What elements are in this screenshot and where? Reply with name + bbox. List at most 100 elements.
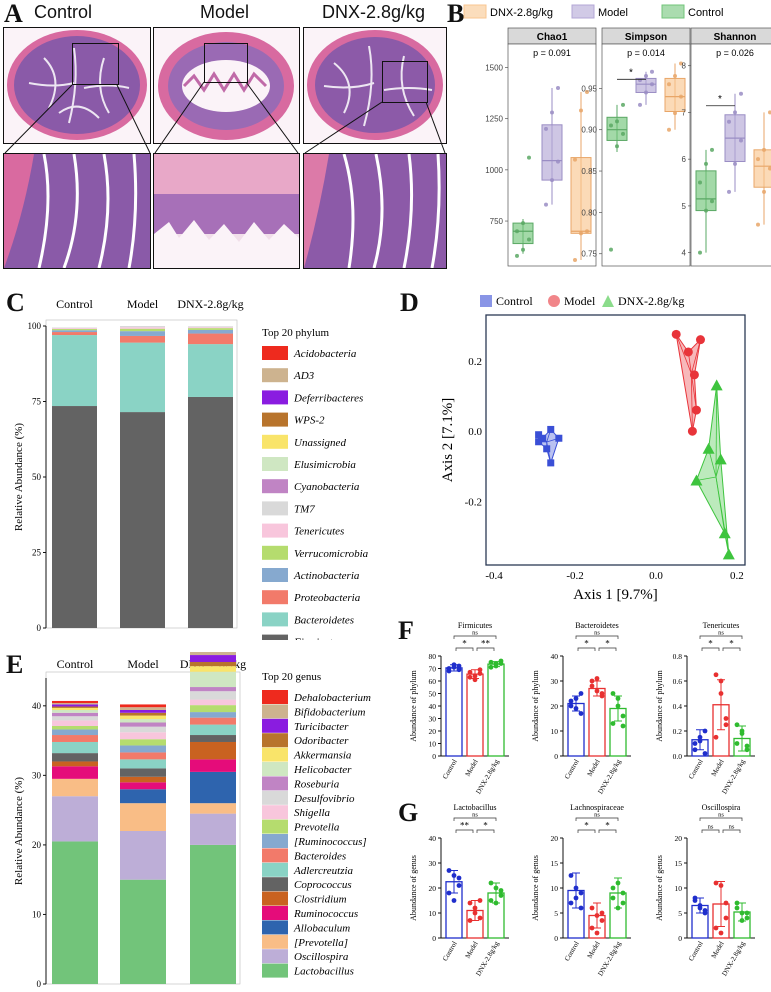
y-tick-label: 0	[554, 752, 558, 761]
legend-label: Control	[688, 7, 723, 19]
phylum-stacked-bar-chart: Control Model DNX-2.8g/kg 0 25 50 75 100 Relativ…	[13, 297, 369, 640]
data-point	[456, 667, 462, 673]
legend-swatch	[262, 747, 288, 762]
data-point	[544, 126, 548, 131]
legend-swatch	[262, 501, 288, 516]
legend-label: Adlercreutzia	[293, 865, 354, 877]
model-point	[689, 370, 699, 380]
data-point	[446, 868, 452, 873]
significance-label: *	[584, 639, 589, 649]
stacked-bar-segment	[188, 344, 233, 397]
y-tick-label: 30	[429, 859, 437, 868]
legend-label: Shigella	[294, 807, 331, 819]
significance-bracket	[598, 647, 617, 651]
data-point	[579, 108, 583, 113]
histology-control-zoom	[3, 153, 151, 269]
y-tick-label: 0	[37, 979, 42, 989]
significance-label: **	[460, 821, 470, 831]
data-point	[698, 180, 702, 185]
legend-label: Ruminococcus	[293, 908, 358, 920]
x-tick-label: 0.0	[649, 570, 663, 582]
y-tick-label: 25	[32, 548, 42, 558]
bar	[588, 687, 606, 757]
legend-swatch	[262, 718, 288, 733]
stacked-bar-segment	[52, 729, 98, 736]
legend-swatch	[262, 434, 288, 449]
data-point	[702, 728, 708, 734]
y-axis-label: Relative Abundance (%)	[13, 423, 25, 531]
stacked-bar-segment	[120, 803, 166, 831]
legend-label: Prevotella	[293, 822, 340, 834]
legend-swatch	[262, 368, 288, 383]
data-point	[768, 166, 771, 171]
chart-title: Firmicutes	[458, 621, 492, 630]
data-point	[679, 61, 683, 66]
data-point	[550, 178, 554, 183]
data-point	[615, 696, 621, 701]
y-tick-label: 20	[551, 834, 559, 843]
y-axis-label: Abundance of phylum	[655, 669, 664, 741]
data-point	[744, 915, 750, 921]
significance-label: ns	[729, 824, 735, 831]
legend-swatch	[262, 934, 288, 949]
data-point	[667, 127, 671, 132]
stacked-bar-segment	[52, 700, 98, 704]
data-point	[713, 880, 719, 886]
significance-bracket	[577, 829, 596, 833]
data-point	[744, 743, 750, 749]
dnx-spoke	[715, 476, 730, 555]
legend-label: Proteobacteria	[293, 592, 361, 604]
significance-bracket	[575, 817, 619, 821]
stacked-bar-segment	[52, 725, 98, 730]
data-point	[579, 231, 583, 236]
plot-frame	[485, 314, 746, 566]
x-tick-label: Model	[710, 758, 726, 778]
data-point	[710, 147, 714, 152]
chart-title: Oscillospira	[702, 803, 741, 812]
data-point	[713, 672, 719, 678]
data-point	[493, 885, 499, 891]
stacked-bar-segment	[188, 328, 233, 330]
stacked-bar-segment	[120, 776, 166, 783]
y-tick-label: 0.2	[673, 727, 683, 736]
data-point	[734, 741, 740, 746]
data-point	[620, 713, 626, 719]
data-point	[697, 738, 703, 744]
legend-marker	[480, 295, 492, 307]
data-point	[733, 110, 737, 115]
data-point	[568, 873, 574, 878]
stacked-bar-segment	[120, 715, 166, 720]
y-tick-label: 750	[490, 217, 504, 226]
y-tick-label: 8	[682, 62, 687, 71]
data-point	[467, 918, 473, 923]
y-tick-label: 40	[551, 652, 559, 661]
data-point	[673, 111, 677, 116]
model-point	[695, 335, 705, 345]
histology-model-overview	[153, 27, 300, 144]
legend-swatch	[661, 4, 685, 19]
y-tick-label: 10	[429, 909, 437, 918]
x-tick-label: Model	[464, 940, 480, 960]
legend-swatch	[262, 762, 288, 776]
legend-swatch	[262, 906, 288, 920]
dnx-point	[718, 527, 731, 539]
legend-swatch	[262, 690, 288, 704]
legend-label: Helicobacter	[293, 764, 352, 776]
data-point	[451, 873, 457, 878]
data-point	[768, 110, 771, 115]
significance-bracket	[476, 829, 495, 833]
legend-label: DNX-2.8g/kg	[490, 7, 553, 19]
data-point	[477, 915, 483, 921]
data-point	[621, 131, 625, 136]
data-point	[589, 678, 595, 684]
legend-label: Akkermansia	[293, 750, 352, 762]
stacked-bar-segment	[190, 712, 236, 718]
data-point	[739, 91, 743, 96]
p-value: p = 0.014	[627, 48, 665, 58]
data-point	[697, 734, 703, 740]
data-point	[498, 888, 504, 893]
significance-label: ns	[594, 630, 600, 637]
data-point	[578, 905, 584, 911]
y-tick-label: 60	[429, 677, 437, 686]
y-tick-label: 6	[682, 155, 687, 164]
